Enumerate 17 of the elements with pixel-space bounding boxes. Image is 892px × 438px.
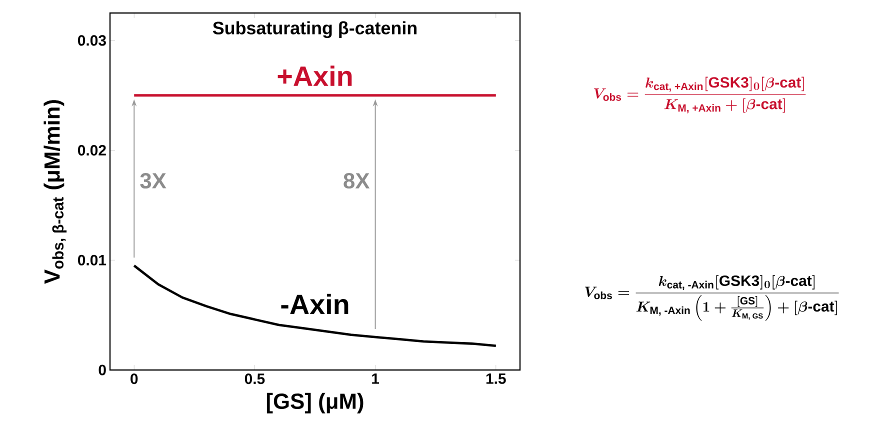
x-axis-title: [GS] (μM) xyxy=(266,392,364,414)
series-label: +Axin xyxy=(278,66,352,86)
y-tick-label: 0.01 xyxy=(78,254,106,266)
x-tick-label: 0.5 xyxy=(244,374,265,384)
annotation: 8X xyxy=(344,173,370,189)
x-tick-label: 1 xyxy=(372,374,380,384)
y-tick-label: 0.03 xyxy=(78,35,106,46)
y-tick-label: 0.02 xyxy=(78,145,106,156)
series-label: -Axin xyxy=(281,294,348,314)
y-tick-label: 0 xyxy=(98,364,106,376)
x-tick-label: 1.5 xyxy=(486,374,506,384)
text: $V_{\mathrm{obs}} = \frac{k_{\text{cat, +Axin}}[\mathrm{GSK3}]_{0}[\beta\text{-cat}]}{K_{\text{M, +Axin}}+[\beta\text{-cat}]}$ xyxy=(594,76,806,114)
y-axis-title: $\text{V}_{\text{obs, β-cat}}\text{ (μM/min)}$ xyxy=(44,100,67,284)
annotation: 3X xyxy=(140,172,166,189)
chart-title: Subsaturating β-catenin xyxy=(212,21,416,38)
x-tick-label: 0 xyxy=(130,374,138,384)
text: $V_{\mathrm{obs}} = \frac{k_{\text{cat, -Axin}}[\mathrm{GSK3}]_{0}[\beta\text{-cat}]}{K_{\text{M, -Axin}}\left(1+\frac{[\mathrm{GS}]}{K_{\text{M, GS}}}\right)+[\beta\text{-cat}]}$ xyxy=(585,275,839,321)
